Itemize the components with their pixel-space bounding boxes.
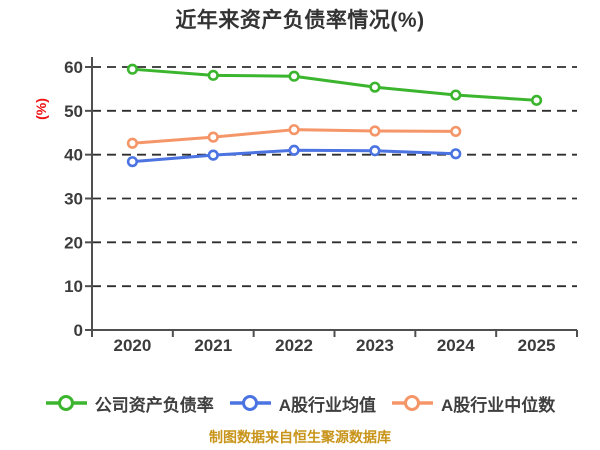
y-tick-label: 10 [64,277,83,296]
data-point-series-2 [450,125,462,138]
data-point-series-0 [450,89,462,101]
legend-item-industry-mean[interactable]: A股行业均值 [229,391,376,416]
x-tick-label: 2022 [275,336,313,355]
page-title: 近年来资产负债率情况(%) [175,9,425,32]
legend-item-label: A股行业均值 [278,395,376,415]
data-point-series-1 [369,145,381,157]
x-tick-label: 2020 [114,336,152,355]
series-line-0 [130,67,539,102]
data-point-series-2 [126,137,139,149]
asset-liability-line-chart: 0 10 20 30 40 50 60 2020 2021 2022 2023 2024 2025 (%) [33,57,578,355]
y-tick-label: 20 [64,233,83,252]
legend-item-label: 公司资产负债率 [94,395,214,415]
legend-line-marker-icon [229,395,271,411]
data-point-series-0 [369,81,381,93]
legend-item-label: A股行业中位数 [441,395,556,415]
legend-item-industry-median[interactable]: A股行业中位数 [391,391,555,416]
data-point-series-0 [207,69,219,81]
x-tick-label: 2023 [356,336,394,355]
data-point-series-1 [126,156,139,168]
data-point-series-0 [530,94,543,106]
data-point-series-0 [126,63,139,75]
data-point-series-2 [369,125,381,137]
legend: 公司资产负债率 A股行业均值 A股行业中位数 [0,390,600,416]
y-tick-label: 40 [64,146,83,165]
data-point-series-1 [450,148,462,160]
y-tick-label: 0 [74,321,83,340]
legend-line-marker-icon [392,395,433,411]
data-point-series-1 [207,149,219,161]
data-point-series-1 [288,144,300,156]
data-point-series-2 [207,131,219,143]
y-tick-label: 50 [64,102,83,121]
y-axis-unit-label: (%) [33,98,49,120]
data-point-series-2 [288,124,300,136]
x-tick-label: 2024 [437,336,475,355]
x-tick-label: 2021 [194,336,232,355]
x-tick-label: 2025 [518,336,556,355]
data-source-note: 制图数据来自恒生聚源数据库 [209,429,391,445]
legend-item-company-ratio[interactable]: 公司资产负债率 [45,391,214,416]
y-tick-label: 60 [64,58,83,77]
y-tick-label: 30 [64,190,83,209]
data-point-series-0 [288,70,300,82]
legend-line-marker-icon [45,395,87,411]
